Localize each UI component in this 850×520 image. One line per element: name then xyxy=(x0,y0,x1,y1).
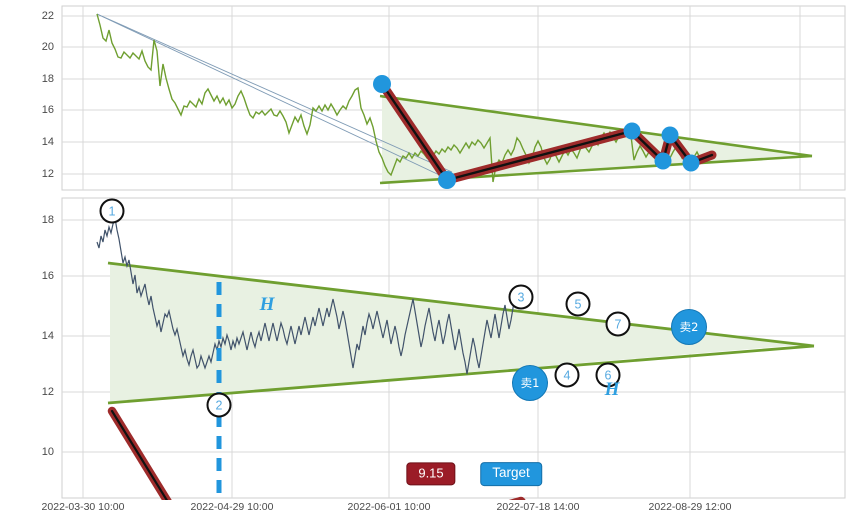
overview-pivot-dot xyxy=(661,126,679,144)
sell-marker-2[interactable]: 卖2 xyxy=(671,309,707,345)
pivot-marker-6[interactable]: 6 xyxy=(595,362,621,388)
detail-y-tick-14: 14 xyxy=(41,330,54,342)
overview-pivot-dot xyxy=(623,122,641,140)
height-label-left: H xyxy=(259,294,275,315)
detail-chart-panel[interactable]: 18 16 14 12 10 xyxy=(0,196,850,520)
sell-marker-1[interactable]: 卖1 xyxy=(512,365,548,401)
detail-wedge-fill xyxy=(110,264,812,402)
overview-y-tick-14: 14 xyxy=(41,136,54,148)
overview-y-tick-12: 12 xyxy=(41,168,54,180)
overview-y-tick-22: 22 xyxy=(41,10,54,22)
pivot-marker-4[interactable]: 4 xyxy=(554,362,580,388)
x-tick-2: 2022-04-29 10:00 xyxy=(190,501,274,513)
pivot-marker-5[interactable]: 5 xyxy=(565,291,591,317)
detail-plot-svg xyxy=(61,197,846,500)
overview-pivot-dot xyxy=(654,152,672,170)
detail-y-axis: 18 16 14 12 10 xyxy=(0,196,62,520)
height-label-right: H xyxy=(604,379,620,400)
pivot-marker-7[interactable]: 7 xyxy=(605,311,631,337)
overview-chart-panel[interactable]: 22 20 18 16 14 12 xyxy=(0,0,850,196)
target-button[interactable]: Target xyxy=(480,462,542,486)
pivot-marker-2[interactable]: 2 xyxy=(206,392,232,418)
overview-y-tick-18: 18 xyxy=(41,73,54,85)
overview-y-tick-20: 20 xyxy=(41,41,54,53)
overview-pivot-dots xyxy=(373,75,700,189)
x-tick-4: 2022-07-18 14:00 xyxy=(496,501,580,513)
detail-y-tick-10: 10 xyxy=(41,446,54,458)
overview-y-axis: 22 20 18 16 14 12 xyxy=(0,0,62,196)
overview-pivot-dot xyxy=(682,154,700,172)
overview-wedge-upper xyxy=(379,94,813,158)
pivot-marker-3[interactable]: 3 xyxy=(508,284,534,310)
x-tick-5: 2022-08-29 12:00 xyxy=(648,501,732,513)
detail-y-tick-16: 16 xyxy=(41,270,54,282)
overview-guide-1 xyxy=(96,13,451,181)
overview-y-tick-16: 16 xyxy=(41,104,54,116)
overview-pivot-dot xyxy=(373,75,391,93)
x-axis: 2022-03-30 10:00 2022-04-29 10:00 2022-0… xyxy=(0,498,850,520)
detail-price-line xyxy=(96,217,518,375)
detail-y-tick-12: 12 xyxy=(41,386,54,398)
x-tick-3: 2022-06-01 10:00 xyxy=(347,501,431,513)
overview-pivot-dot xyxy=(438,171,456,189)
overview-guide-2 xyxy=(96,13,453,173)
detail-y-tick-18: 18 xyxy=(41,214,54,226)
target-price-badge[interactable]: 9.15 xyxy=(406,462,456,486)
overview-plot-svg xyxy=(61,5,846,191)
pivot-marker-1[interactable]: 1 xyxy=(99,198,125,224)
x-tick-1: 2022-03-30 10:00 xyxy=(41,501,125,513)
